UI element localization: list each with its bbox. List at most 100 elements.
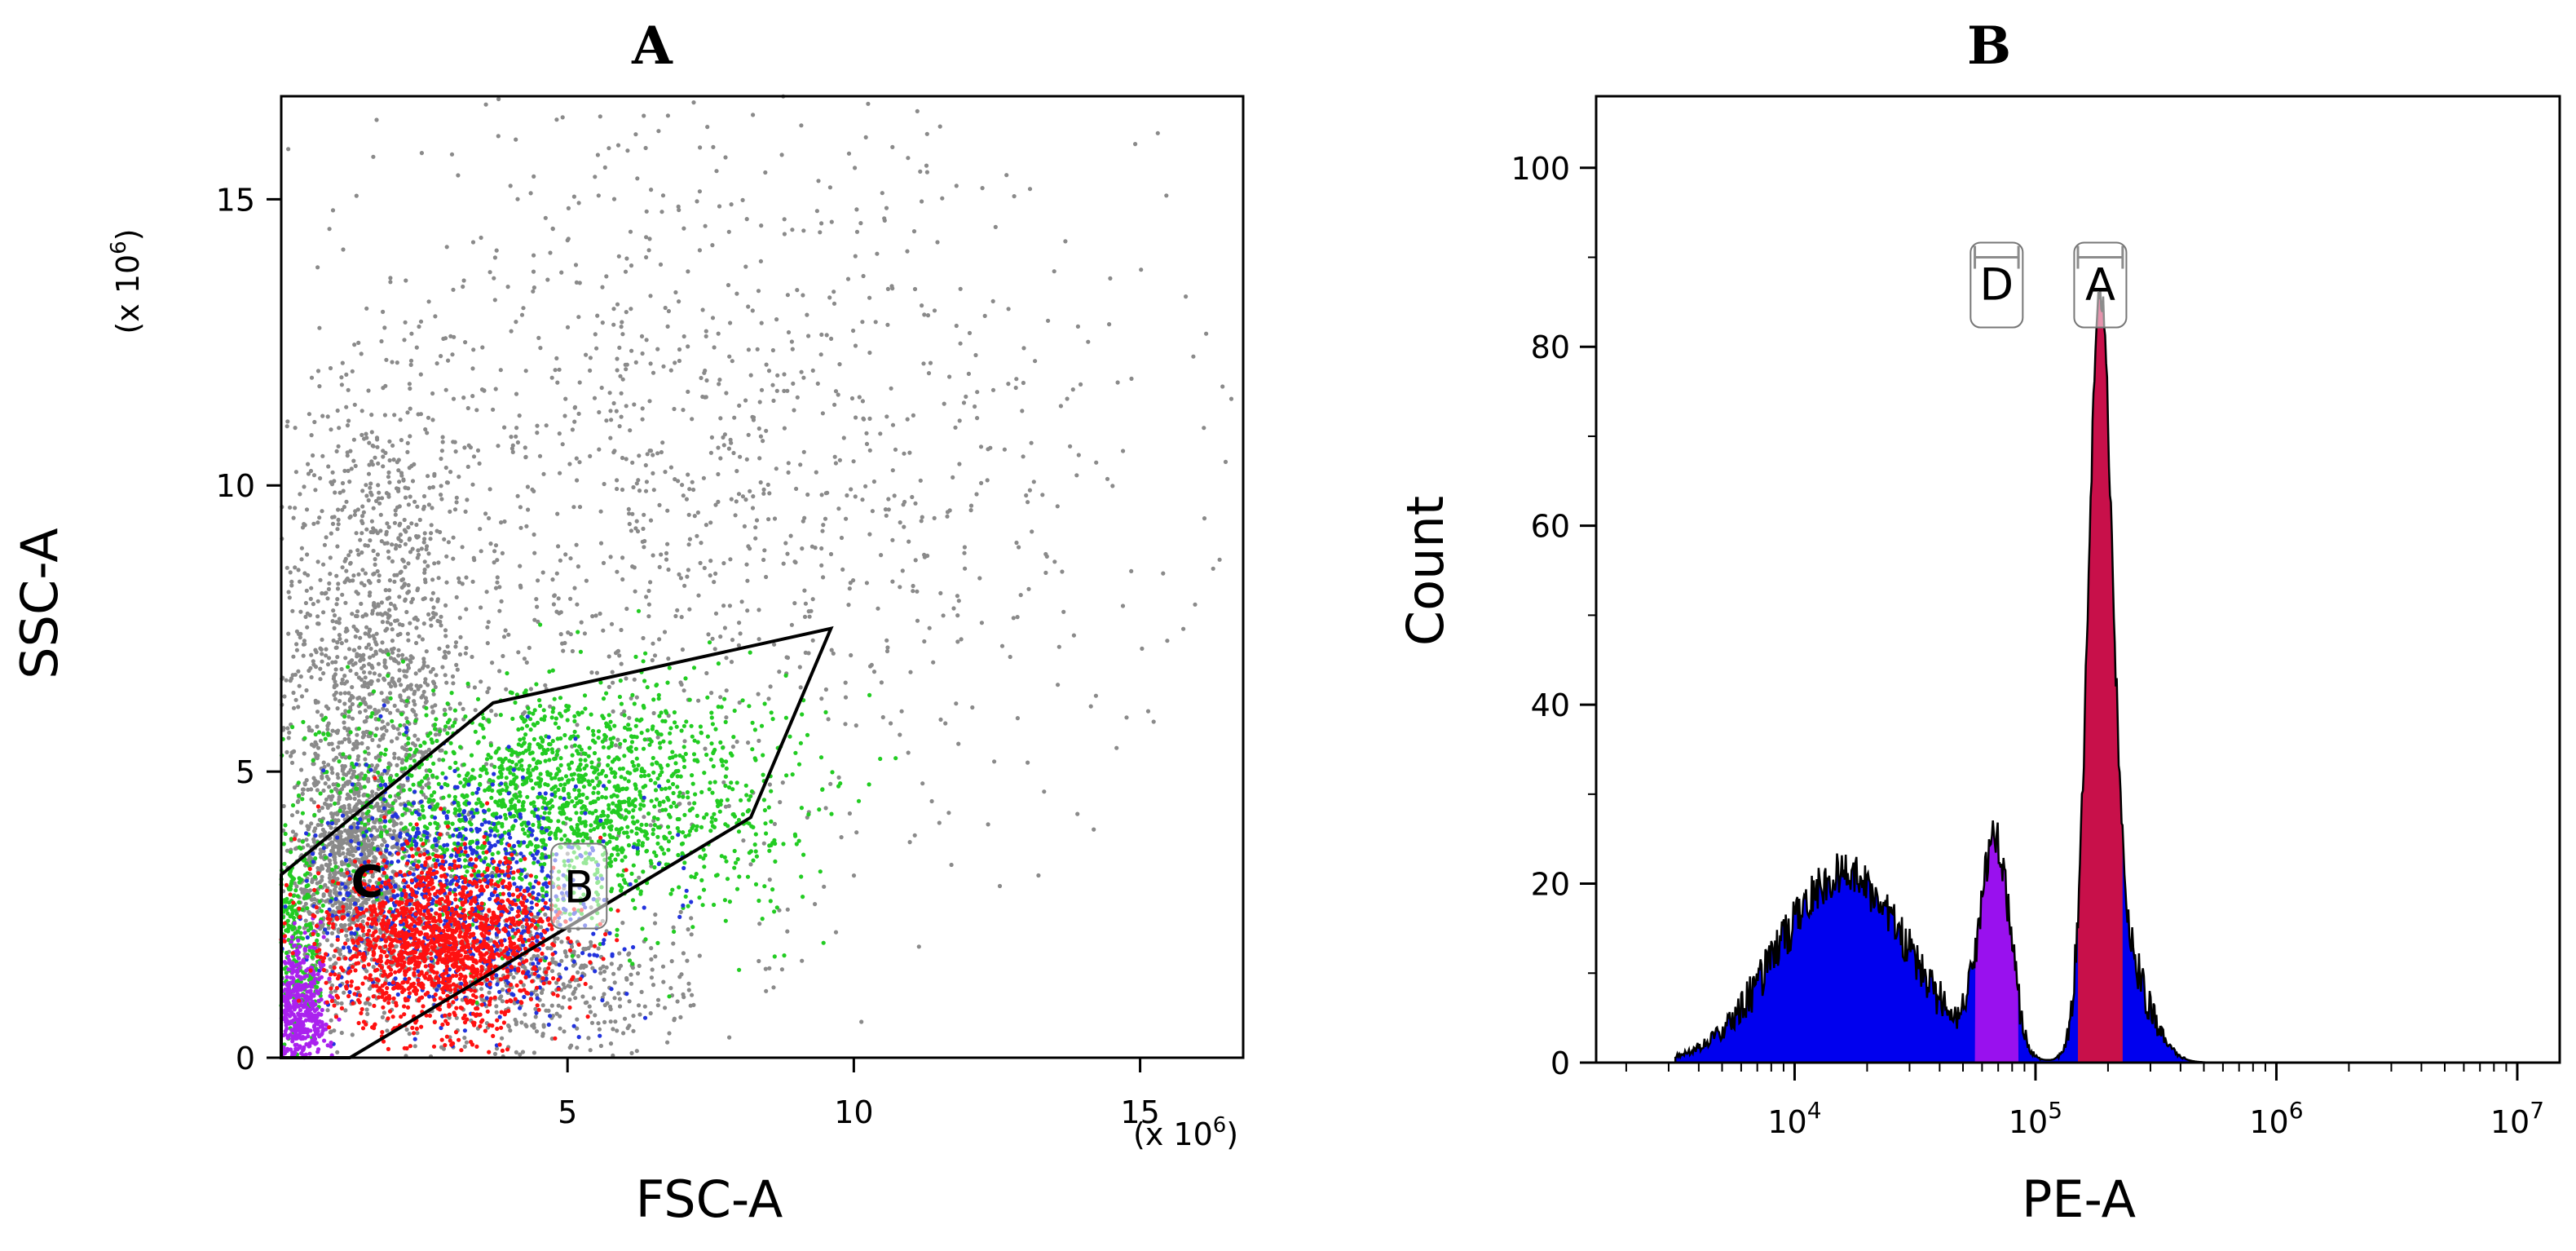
scatter-point [741, 838, 746, 843]
scatter-point [412, 709, 417, 714]
scatter-point [386, 673, 390, 679]
scatter-point [523, 709, 527, 714]
scatter-point [884, 513, 889, 518]
scatter-point [291, 515, 296, 520]
scatter-point [346, 468, 351, 474]
scatter-point [402, 669, 407, 674]
scatter-point [730, 359, 734, 364]
scatter-point [942, 401, 946, 406]
scatter-point [1026, 586, 1031, 591]
scatter-point [387, 578, 392, 583]
scatter-point [1040, 493, 1045, 497]
scatter-point [318, 577, 323, 582]
scatter-point [366, 642, 371, 648]
scatter-point [659, 766, 664, 771]
scatter-point [563, 774, 569, 779]
scatter-point [416, 737, 421, 742]
scatter-point [448, 470, 453, 475]
scatter-point [350, 761, 355, 767]
scatter-point [781, 842, 786, 847]
scatter-point [387, 819, 392, 824]
scatter-point [384, 357, 389, 362]
scatter-point [383, 747, 388, 752]
scatter-point [355, 548, 360, 553]
scatter-point [748, 488, 752, 493]
scatter-point [518, 505, 523, 510]
scatter-point [368, 538, 373, 543]
scatter-point [342, 468, 347, 474]
scatter-point [760, 917, 765, 922]
scatter-point [392, 703, 397, 709]
scatter-point [404, 656, 408, 661]
scatter-point [388, 280, 393, 285]
scatter-point [577, 505, 583, 510]
scatter-point [339, 1030, 344, 1036]
scatter-point [911, 413, 915, 418]
scatter-point [290, 749, 296, 754]
scatter-point [940, 196, 945, 201]
scatter-point [298, 674, 303, 679]
scatter-point [1056, 683, 1061, 687]
scatter-point [600, 285, 605, 290]
scatter-point [487, 686, 492, 691]
scatter-point [390, 639, 395, 643]
scatter-point [516, 798, 522, 804]
scatter-point [606, 814, 611, 819]
scatter-point [313, 778, 318, 784]
scatter-point [363, 757, 368, 762]
scatter-point [571, 505, 576, 510]
scatter-point [832, 454, 837, 459]
scatter-point [854, 229, 860, 234]
scatter-point [397, 595, 402, 599]
scatter-point [681, 493, 686, 498]
scatter-point [431, 688, 436, 693]
scatter-point [317, 325, 322, 330]
scatter-point [441, 795, 446, 800]
scatter-point [399, 802, 404, 807]
scatter-point [421, 656, 426, 661]
scatter-point [514, 1050, 519, 1054]
scatter-point [359, 581, 364, 586]
scatter-point [570, 799, 575, 804]
scatter-point [848, 581, 853, 586]
scatter-point [487, 270, 492, 275]
scatter-point [348, 659, 353, 664]
scatter-point [630, 966, 636, 970]
scatter-point [632, 677, 637, 682]
scatter-point [492, 560, 496, 565]
scatter-point [889, 721, 893, 726]
scatter-point [321, 788, 326, 793]
scatter-point [615, 793, 620, 799]
scatter-point [1193, 602, 1198, 607]
scatter-point [538, 346, 543, 351]
scatter-point [1036, 873, 1041, 878]
scatter-point [648, 1010, 653, 1016]
scatter-point [556, 544, 561, 549]
scatter-point [354, 531, 359, 536]
scatter-point [453, 760, 458, 766]
scatter-point [535, 604, 540, 609]
scatter-point [985, 478, 990, 483]
scatter-point [576, 315, 581, 320]
scatter-point [377, 490, 382, 495]
scatter-point [677, 358, 682, 364]
scatter-point [351, 920, 356, 925]
scatter-point [496, 134, 501, 139]
scatter-point [681, 764, 687, 770]
scatter-point [396, 653, 401, 658]
scatter-point [704, 670, 709, 676]
scatter-point [490, 661, 495, 665]
scatter-point [375, 552, 380, 557]
scatter-point [854, 723, 858, 728]
scatter-point [609, 621, 615, 626]
scatter-point [463, 858, 468, 863]
scatter-point [382, 325, 387, 330]
scatter-point [487, 718, 492, 723]
scatter-point [342, 701, 347, 706]
scatter-point [343, 1008, 348, 1013]
scatter-point [442, 727, 447, 732]
scatter-point [463, 340, 468, 345]
scatter-point [714, 169, 719, 174]
scatter-point [364, 493, 369, 498]
